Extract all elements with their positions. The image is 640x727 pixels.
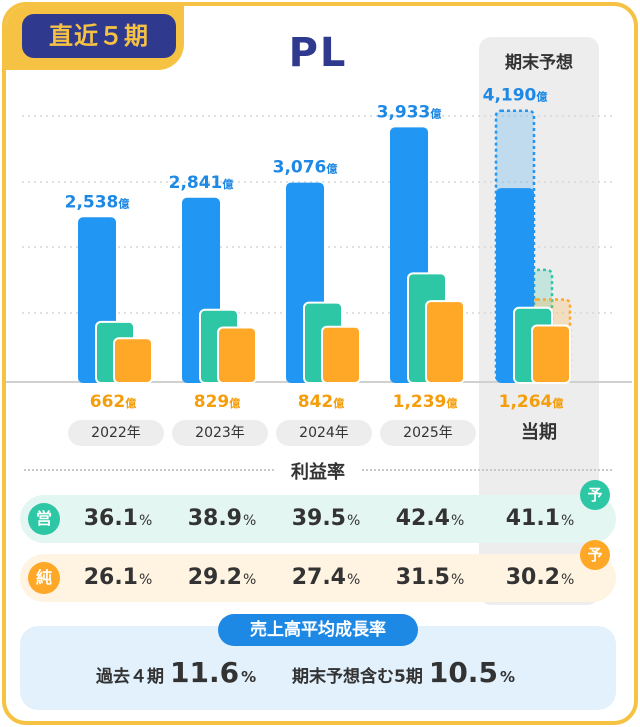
period-badge: 直近５期 [22, 14, 176, 58]
operating-margin-value: 39.5% [291, 506, 361, 531]
cagr-incl-label: 期末予想含む5期 [292, 667, 423, 687]
revenue-data-label: 3,933億 [377, 102, 442, 122]
net-data-label: 829億 [194, 392, 241, 412]
operating-margin-value-forecast: 41.1% [505, 506, 575, 531]
x-tick-label: 2024年 [276, 420, 372, 446]
operating-margin-row: 営 36.1% 38.9% 39.5% 42.4% 41.1% [20, 495, 616, 543]
net-bar [113, 337, 153, 384]
net-bar [531, 324, 571, 384]
net-bar [425, 300, 465, 384]
net-margin-value: 26.1% [83, 565, 153, 590]
divider-left [24, 469, 274, 471]
period-tag: 直近５期 [6, 6, 184, 70]
x-tick-label: 2023年 [172, 420, 268, 446]
net-margin-value: 29.2% [187, 565, 257, 590]
divider-right [362, 469, 612, 471]
net-data-label: 842億 [298, 392, 345, 412]
x-tick-label: 2025年 [380, 420, 476, 446]
forecast-mark-operating: 予 [580, 480, 610, 510]
operating-margin-value: 36.1% [83, 506, 153, 531]
net-data-label: 1,239億 [393, 392, 458, 412]
margin-title: 利益率 [291, 462, 345, 483]
net-margin-value: 27.4% [291, 565, 361, 590]
forecast-label: 期末予想 [505, 53, 573, 73]
forecast-mark-net: 予 [580, 540, 610, 570]
x-tick-label-current: 当期 [521, 422, 557, 443]
net-bar [217, 326, 257, 385]
net-margin-value-forecast: 30.2% [505, 565, 575, 590]
cagr-past: 過去４期 11.6% [96, 656, 257, 689]
cagr-incl-forecast: 期末予想含む5期 10.5% [292, 656, 515, 689]
cagr-past-value: 11.6 [170, 656, 240, 689]
net-data-label: 662億 [90, 392, 137, 412]
cagr-incl-value: 10.5 [428, 656, 498, 689]
cagr-title: 売上高平均成長率 [218, 614, 418, 646]
net-data-label: 1,264億 [499, 392, 564, 412]
operating-margin-value: 42.4% [395, 506, 465, 531]
net-bar [321, 325, 361, 385]
operating-badge: 営 [28, 503, 60, 535]
chart-title: PL [288, 30, 348, 76]
net-margin-value: 31.5% [395, 565, 465, 590]
net-margin-row: 純 26.1% 29.2% 27.4% 31.5% 30.2% [20, 554, 616, 602]
revenue-data-label: 2,841億 [169, 173, 234, 193]
revenue-data-label: 2,538億 [65, 192, 130, 212]
cagr-past-label: 過去４期 [96, 667, 164, 687]
net-badge: 純 [28, 562, 60, 594]
x-tick-label: 2022年 [68, 420, 164, 446]
revenue-data-label: 4,190億 [483, 86, 548, 106]
operating-margin-value: 38.9% [187, 506, 257, 531]
revenue-data-label: 3,076億 [273, 158, 338, 178]
